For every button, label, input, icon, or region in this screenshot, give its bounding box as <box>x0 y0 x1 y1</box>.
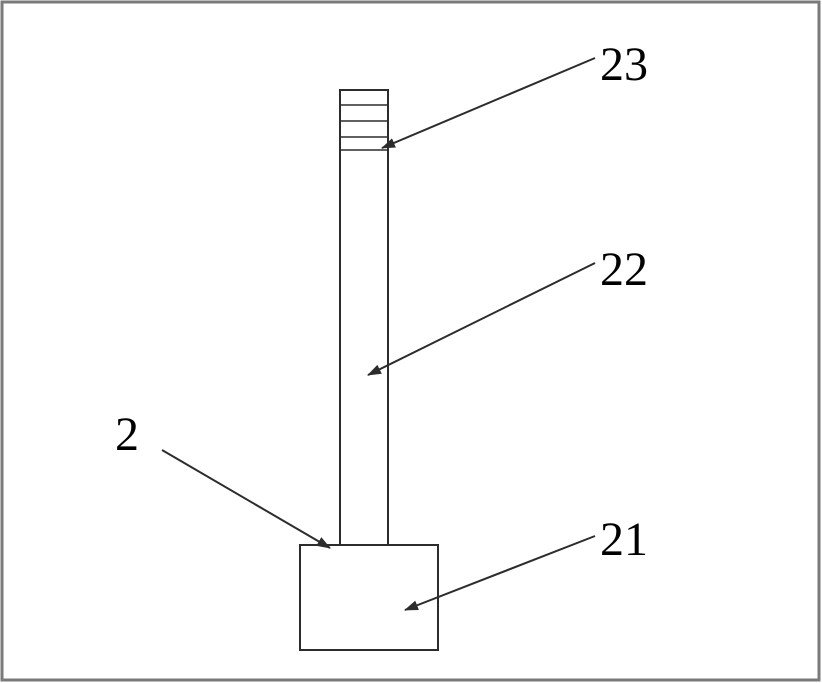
callout-label: 21 <box>600 513 648 566</box>
leader-line <box>368 263 595 375</box>
part-shaft <box>340 90 388 545</box>
callout-22: 22 <box>368 243 648 375</box>
leader-line <box>162 450 330 548</box>
leader-line <box>382 58 595 148</box>
callout-label: 22 <box>600 243 648 296</box>
part-base <box>300 545 438 650</box>
callout-21: 21 <box>405 513 648 610</box>
image-frame <box>2 2 819 680</box>
callout-label: 2 <box>115 408 139 461</box>
leader-line <box>405 536 595 610</box>
technical-diagram: 2322221 <box>0 0 822 683</box>
callout-23: 23 <box>382 38 648 148</box>
callout-2: 2 <box>115 408 330 548</box>
part-threaded-tip <box>340 105 388 150</box>
callout-label: 23 <box>600 38 648 91</box>
callouts-group: 2322221 <box>115 38 648 610</box>
